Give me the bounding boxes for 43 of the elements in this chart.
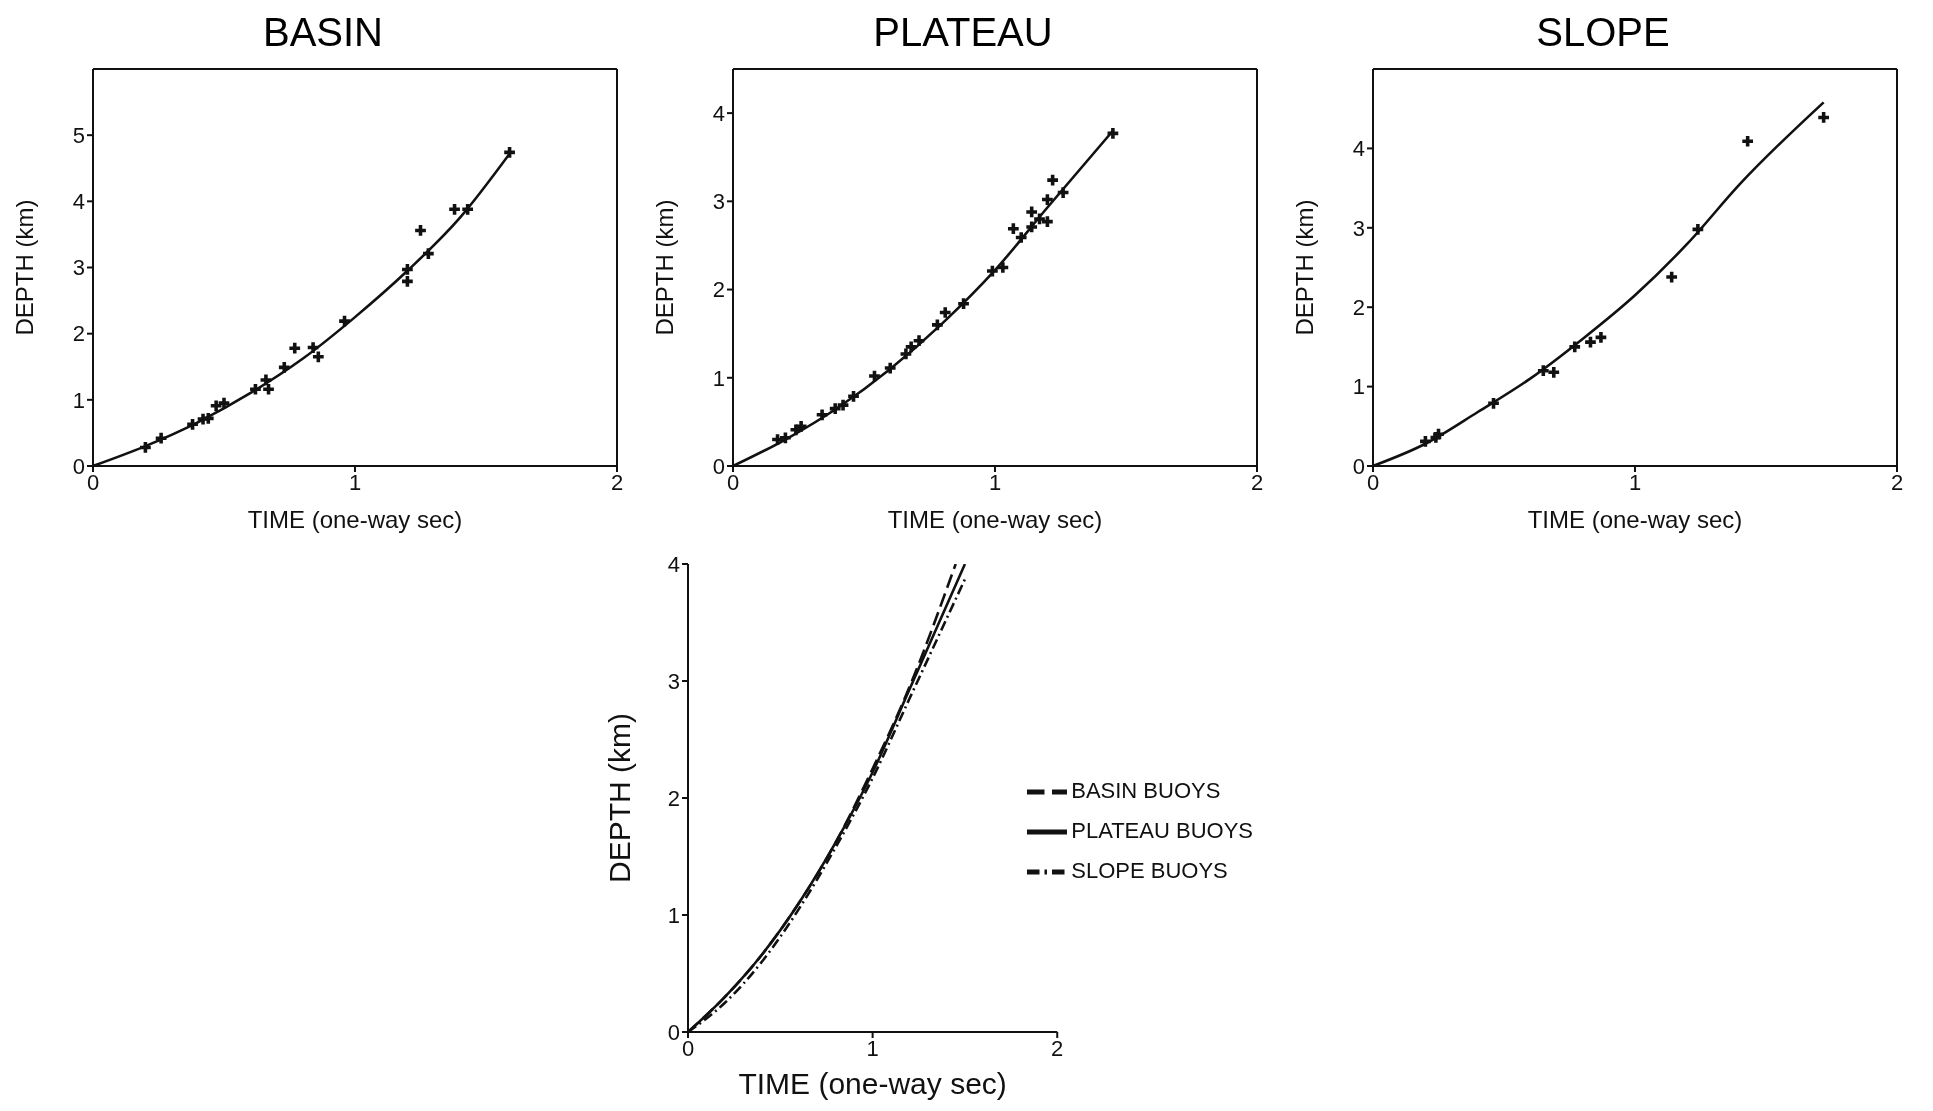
y-tick-label: 0: [667, 1019, 680, 1045]
x-tick-label: 2: [610, 469, 624, 495]
chart-title: BASIN: [261, 9, 384, 56]
y-tick-label: 3: [72, 255, 85, 281]
x-axis-title: TIME (one-way sec): [738, 1067, 1007, 1100]
x-tick-label: 2: [1051, 1035, 1064, 1061]
x-tick-label: 1: [348, 469, 362, 495]
y-tick-label: 2: [1352, 295, 1365, 321]
y-tick-label: 0: [712, 453, 725, 479]
x-tick-label: 1: [1628, 469, 1642, 495]
y-tick-label: 0: [1352, 453, 1365, 479]
x-tick-label: 2: [1250, 469, 1264, 495]
y-axis-title: DEPTH (km): [650, 199, 678, 336]
y-tick-label: 5: [72, 122, 85, 148]
y-tick-label: 4: [1352, 136, 1365, 162]
y-tick-label: 3: [1352, 215, 1365, 241]
y-tick-label: 0: [72, 453, 85, 479]
x-tick-label: 2: [1890, 469, 1904, 495]
legend-label: BASIN BUOYS: [1071, 777, 1221, 803]
y-tick-label: 1: [72, 387, 85, 413]
y-tick-label: 1: [1352, 374, 1365, 400]
y-tick-label: 4: [72, 189, 85, 215]
y-tick-label: 1: [667, 902, 680, 928]
y-tick-label: 2: [712, 277, 725, 303]
chart-title: PLATEAU: [872, 9, 1054, 56]
y-axis-title: DEPTH (km): [602, 713, 636, 883]
legend-label: PLATEAU BUOYS: [1071, 817, 1253, 843]
y-tick-label: 1: [712, 365, 725, 391]
x-tick-label: 1: [866, 1035, 879, 1061]
x-axis-title: TIME (one-way sec): [247, 506, 463, 533]
y-tick-label: 2: [667, 785, 680, 811]
y-tick-label: 4: [667, 551, 680, 577]
y-tick-label: 2: [72, 321, 85, 347]
x-axis-title: TIME (one-way sec): [1527, 506, 1743, 533]
y-axis-title: DEPTH (km): [1290, 199, 1318, 336]
y-tick-label: 3: [712, 189, 725, 215]
y-axis-title: DEPTH (km): [10, 199, 38, 336]
chart-title: SLOPE: [1535, 9, 1671, 56]
legend-label: SLOPE BUOYS: [1071, 857, 1228, 883]
y-tick-label: 4: [712, 100, 725, 126]
x-tick-label: 1: [988, 469, 1002, 495]
y-tick-label: 3: [667, 668, 680, 694]
x-axis-title: TIME (one-way sec): [887, 506, 1103, 533]
